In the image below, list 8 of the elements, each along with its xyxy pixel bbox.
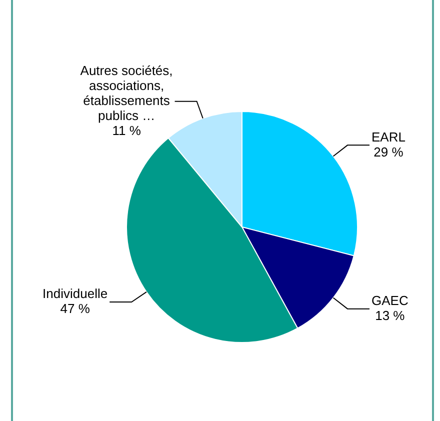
data-label: 47 %	[60, 301, 90, 316]
slice-label: GAEC	[371, 292, 408, 308]
slice-label: EARL	[371, 129, 406, 144]
data-label: 11 %	[112, 122, 142, 138]
data-label: 29 %	[374, 144, 404, 160]
data-label: 13 %	[375, 308, 406, 323]
slice-label: Autres sociétés, associations, établissements publics …	[80, 62, 173, 123]
slice-label: Individuelle	[42, 286, 108, 302]
